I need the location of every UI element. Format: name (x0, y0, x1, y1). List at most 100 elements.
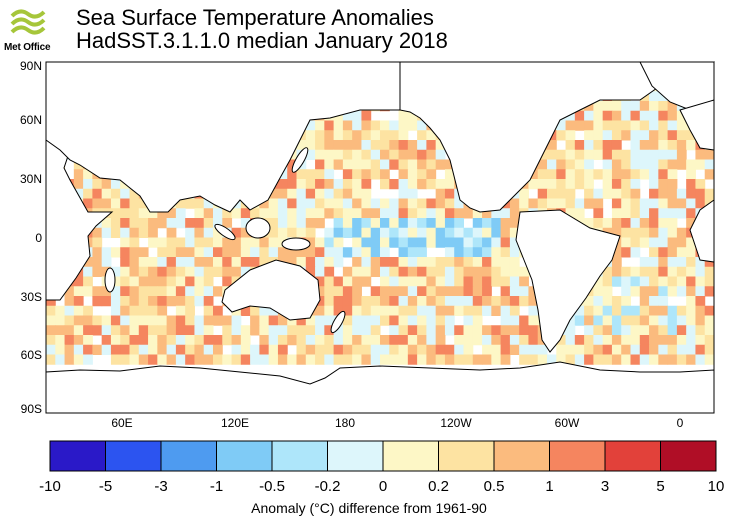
anomaly-cell (667, 344, 678, 355)
anomaly-cell (268, 208, 279, 219)
anomaly-cell (454, 344, 464, 355)
anomaly-cell (324, 198, 335, 209)
anomaly-cell (426, 286, 437, 297)
anomaly-cell (667, 266, 678, 277)
anomaly-cell (426, 344, 437, 355)
anomaly-cell (565, 120, 576, 131)
colorbar-tick-label: 3 (600, 478, 610, 495)
anomaly-cell (398, 218, 409, 229)
anomaly-cell (435, 296, 446, 307)
anomaly-cell (611, 305, 622, 316)
anomaly-cell (73, 188, 84, 199)
anomaly-cell (352, 110, 362, 121)
anomaly-cell (509, 198, 520, 209)
anomaly-cell (417, 208, 427, 219)
anomaly-cell (584, 110, 594, 121)
anomaly-cell (435, 344, 446, 355)
anomaly-cell (157, 296, 168, 307)
anomaly-cell (491, 325, 502, 336)
anomaly-cell (315, 335, 325, 346)
anomaly-cell (380, 266, 390, 277)
lat-label-60s: 60S (21, 348, 42, 362)
anomaly-cell (472, 237, 483, 248)
anomaly-cell (352, 159, 362, 170)
anomaly-cell (704, 325, 715, 336)
anomaly-cell (695, 179, 706, 190)
anomaly-cell (231, 257, 242, 268)
anomaly-cell (649, 159, 659, 170)
anomaly-cell (324, 296, 335, 307)
anomaly-cell (574, 110, 585, 121)
anomaly-cell (352, 315, 362, 326)
anomaly-cell (138, 335, 149, 346)
colorbar-tick-label: -10 (39, 478, 61, 495)
anomaly-cell (305, 179, 316, 190)
anomaly-cell (259, 237, 270, 248)
anomaly-cell (519, 296, 529, 307)
anomaly-cell (277, 179, 288, 190)
anomaly-cell (658, 188, 669, 199)
anomaly-cell (296, 218, 307, 229)
anomaly-cell (361, 296, 372, 307)
anomaly-cell (584, 179, 594, 190)
anomaly-cell (268, 218, 279, 229)
anomaly-cell (324, 188, 335, 199)
anomaly-cell (157, 335, 168, 346)
anomaly-cell (649, 149, 659, 160)
colorbar-tick-label: 10 (707, 478, 725, 495)
anomaly-cell (658, 344, 669, 355)
anomaly-cell (704, 286, 715, 297)
anomaly-cell (537, 169, 548, 180)
anomaly-cell (407, 325, 418, 336)
anomaly-cell (621, 120, 631, 131)
anomaly-cell (621, 218, 631, 229)
anomaly-cell (296, 315, 307, 326)
anomaly-cell (203, 208, 214, 219)
anomaly-cell (342, 140, 353, 151)
anomaly-cell (500, 296, 511, 307)
anomaly-cell (73, 335, 84, 346)
anomaly-cell (407, 257, 418, 268)
anomaly-cell (129, 335, 140, 346)
anomaly-cell (426, 130, 437, 141)
anomaly-cell (129, 218, 140, 229)
anomaly-cell (120, 247, 130, 258)
anomaly-cell (185, 276, 195, 287)
anomaly-cell (537, 198, 548, 209)
anomaly-cell (565, 110, 576, 121)
anomaly-cell (352, 169, 362, 180)
anomaly-cell (342, 188, 353, 199)
anomaly-cell (649, 208, 659, 219)
anomaly-cell (110, 179, 121, 190)
anomaly-cell (240, 325, 251, 336)
anomaly-cell (686, 179, 696, 190)
anomaly-cell (407, 198, 418, 209)
anomaly-cell (593, 276, 604, 287)
anomaly-cell (528, 286, 539, 297)
anomaly-cell (185, 305, 195, 316)
anomaly-cell (305, 120, 316, 131)
anomaly-cell (333, 335, 344, 346)
anomaly-cell (491, 237, 502, 248)
anomaly-cell (435, 315, 446, 326)
anomaly-cell (83, 266, 93, 277)
anomaly-cell (435, 266, 446, 277)
anomaly-cell (686, 169, 696, 180)
anomaly-cell (120, 335, 130, 346)
anomaly-cell (315, 130, 325, 141)
anomaly-cell (630, 198, 641, 209)
island-new-guinea (281, 237, 311, 251)
anomaly-cell (639, 208, 650, 219)
anomaly-cell (444, 179, 455, 190)
anomaly-cell (83, 325, 93, 336)
anomaly-cell (509, 257, 520, 268)
anomaly-cell (333, 325, 344, 336)
anomaly-cell (649, 247, 659, 258)
anomaly-cell (352, 130, 362, 141)
anomaly-cell (148, 354, 158, 365)
anomaly-cell (593, 130, 604, 141)
anomaly-cell (83, 335, 93, 346)
anomaly-cell (509, 325, 520, 336)
anomaly-cell (46, 296, 56, 307)
anomaly-cell (194, 227, 205, 238)
